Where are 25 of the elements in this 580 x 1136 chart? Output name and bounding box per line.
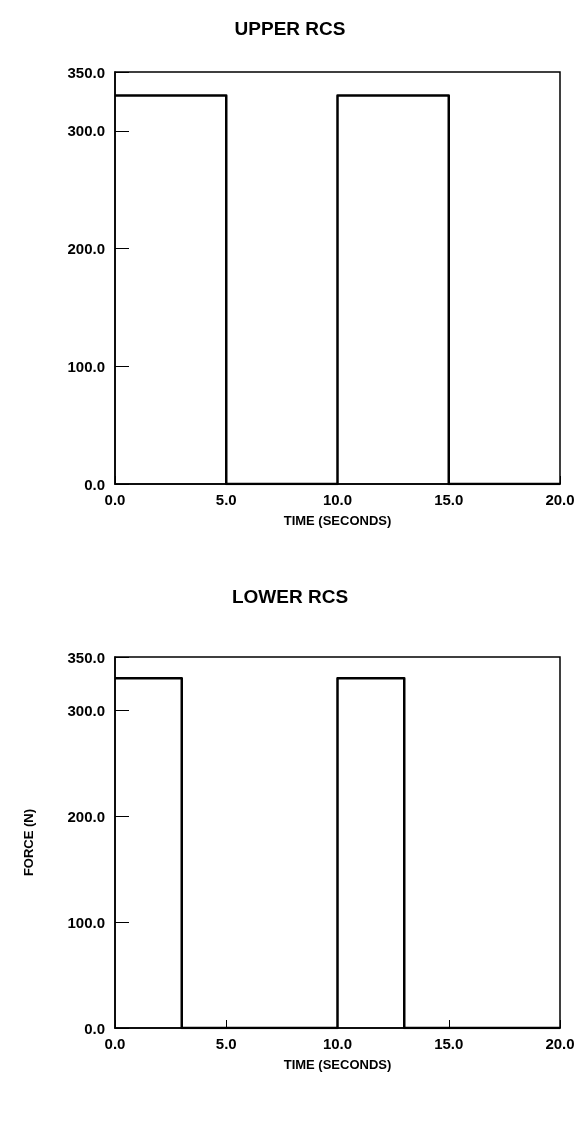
y-tick-label: 200.0	[67, 807, 105, 825]
y-tick-label: 350.0	[67, 648, 105, 666]
chart-title: LOWER RCS	[231, 586, 349, 607]
x-tick-label: 15.0	[434, 491, 464, 508]
x-tick-label: 20.0	[545, 491, 575, 508]
y-tick-label: 0.0	[84, 475, 105, 493]
y-tick-label: 100.0	[67, 913, 105, 931]
x-tick-label: 10.0	[322, 491, 353, 508]
y-tick-label: 300.0	[67, 122, 105, 140]
y-tick-label: 350.0	[67, 63, 105, 81]
x-tick-label: 5.0	[215, 491, 237, 508]
x-tick-label: 15.0	[434, 1035, 464, 1052]
x-axis-title: TIME (SECONDS)	[283, 513, 392, 528]
y-tick-label: 200.0	[67, 240, 105, 258]
chart-title: UPPER RCS	[234, 18, 346, 39]
x-axis-title: TIME (SECONDS)	[283, 1057, 392, 1072]
y-axis-title: FORCE (N)	[21, 808, 36, 877]
x-tick-label: 10.0	[322, 1035, 353, 1052]
x-tick-label: 5.0	[215, 1035, 237, 1052]
y-tick-label: 0.0	[84, 1019, 105, 1037]
x-tick-label: 20.0	[545, 1035, 575, 1052]
y-tick-label: 100.0	[67, 357, 105, 375]
x-tick-label: 0.0	[104, 491, 126, 508]
x-tick-label: 0.0	[104, 1035, 126, 1052]
y-tick-label: 300.0	[67, 701, 105, 719]
